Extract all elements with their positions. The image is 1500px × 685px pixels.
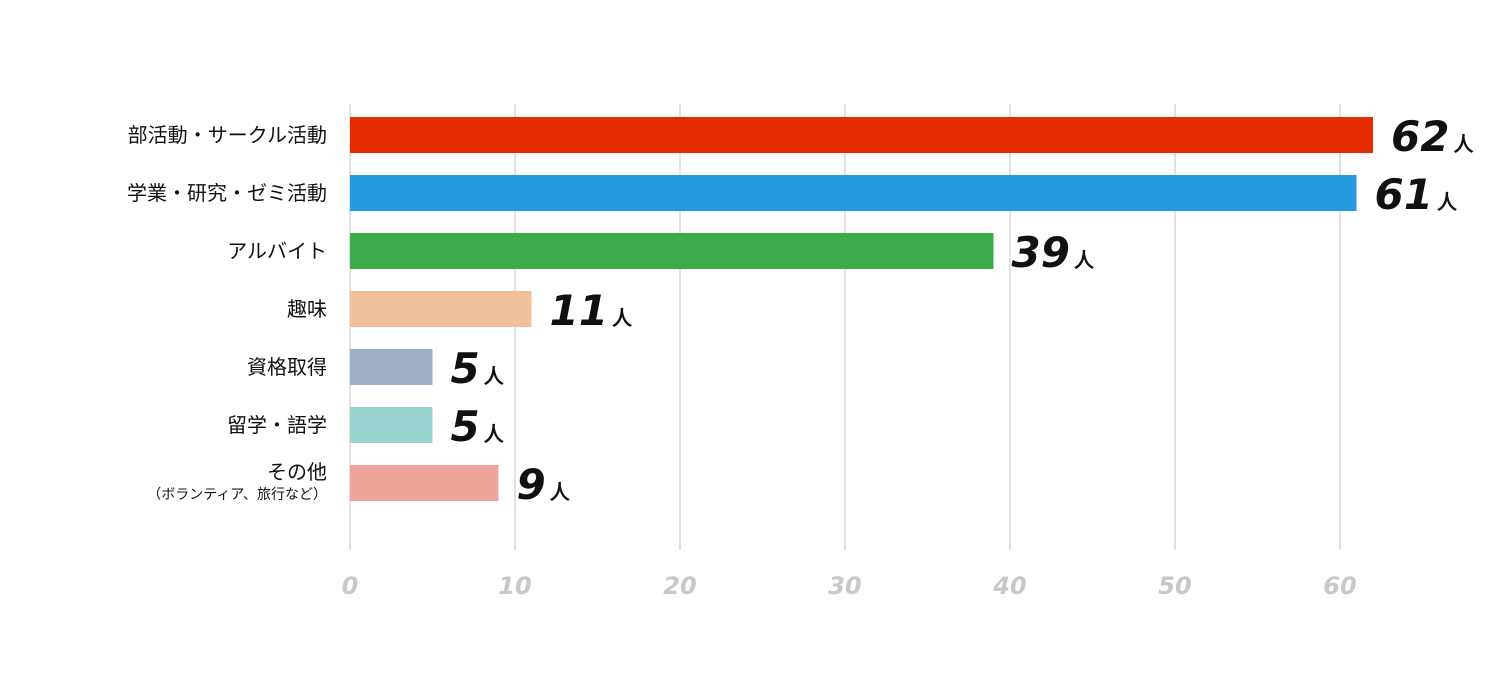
value-unit: 人 <box>1453 132 1474 156</box>
category-label: アルバイト <box>227 239 327 263</box>
category-label: 趣味 <box>287 297 327 321</box>
bar <box>350 175 1357 211</box>
value-unit: 人 <box>484 422 505 446</box>
value-unit: 人 <box>550 480 571 504</box>
bars <box>350 117 1373 501</box>
bar <box>350 465 499 501</box>
category-label: 留学・語学 <box>227 413 327 437</box>
category-label: 学業・研究・ゼミ活動 <box>127 181 327 205</box>
category-label: 資格取得 <box>247 355 327 379</box>
value-unit: 人 <box>1437 190 1458 214</box>
value-unit: 人 <box>1074 248 1095 272</box>
category-sublabel: （ボランティア、旅行など） <box>147 487 327 503</box>
value-label: 5 <box>451 344 480 393</box>
x-tick-label: 10 <box>498 572 531 600</box>
x-tick-label: 60 <box>1323 572 1356 600</box>
value-unit: 人 <box>612 306 633 330</box>
bar <box>350 233 994 269</box>
x-tick-label: 30 <box>828 572 861 600</box>
value-label: 9 <box>517 460 546 509</box>
bar <box>350 291 532 327</box>
value-unit: 人 <box>484 364 505 388</box>
x-axis-ticks: 0 10 20 30 40 50 60 <box>342 572 1357 600</box>
value-labels: 62 人61 人39 人11 人5 人5 人9 人 <box>451 112 1475 509</box>
value-label: 5 <box>451 402 480 451</box>
value-label: 11 <box>550 286 608 335</box>
x-tick-label: 40 <box>992 572 1026 600</box>
x-tick-label: 0 <box>342 572 359 600</box>
bar <box>350 407 433 443</box>
value-label: 62 <box>1391 112 1449 161</box>
value-label: 39 <box>1012 228 1070 277</box>
x-tick-label: 20 <box>663 572 696 600</box>
x-tick-label: 50 <box>1158 572 1191 600</box>
category-label: 部活動・サークル活動 <box>128 123 327 147</box>
bar <box>350 349 433 385</box>
value-label: 61 <box>1375 170 1433 219</box>
bar <box>350 117 1373 153</box>
category-label: その他 <box>267 460 327 484</box>
